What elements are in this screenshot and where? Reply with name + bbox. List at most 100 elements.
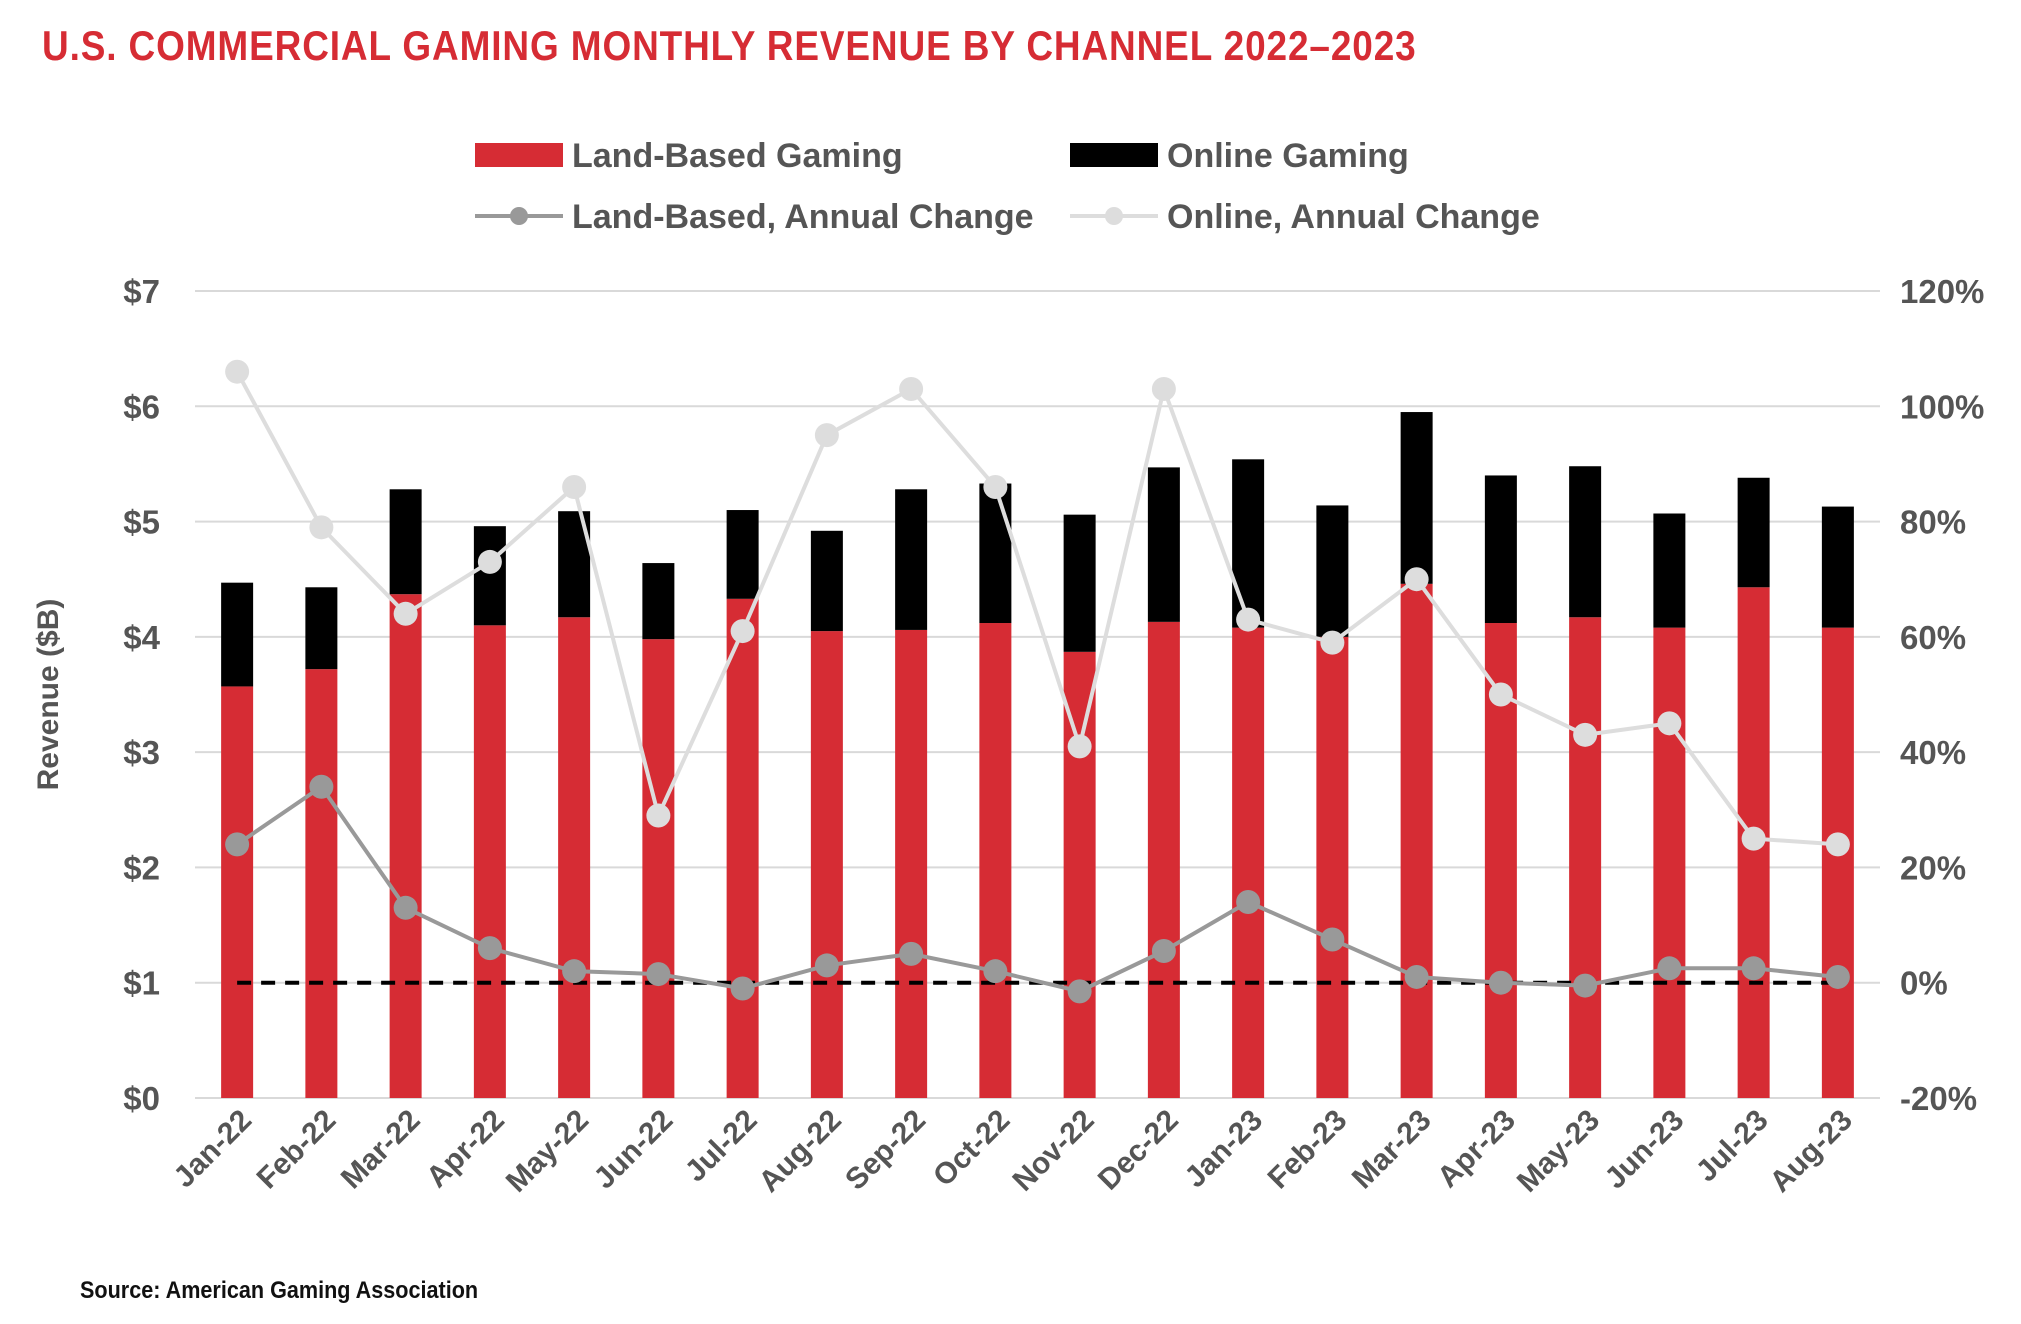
bar-land-based: [1232, 627, 1265, 1098]
point-online-change: [1488, 682, 1513, 707]
point-land-based-change: [899, 941, 924, 966]
x-tick-label: Jan-23: [1179, 1104, 1270, 1195]
bars: [221, 412, 1854, 1098]
y2-tick-label: 120%: [1900, 273, 1984, 310]
x-tick-label: Feb-22: [251, 1104, 343, 1196]
point-online-change: [983, 474, 1008, 499]
bar-online: [305, 587, 338, 670]
point-land-based-change: [225, 832, 250, 857]
bar-land-based: [305, 669, 338, 1098]
x-tick-label: Nov-22: [1006, 1104, 1100, 1198]
y-tick-label: $4: [123, 619, 160, 656]
chart-title: U.S. COMMERCIAL GAMING MONTHLY REVENUE B…: [42, 22, 1417, 69]
point-online-change: [1741, 826, 1766, 851]
bar-online: [221, 582, 254, 687]
point-land-based-change: [983, 959, 1008, 984]
bar-online: [473, 526, 506, 626]
point-land-based-change: [562, 959, 587, 984]
source-note: Source: American Gaming Association: [80, 1277, 479, 1304]
point-online-change: [393, 601, 418, 626]
x-tick-label: Jul-23: [1690, 1104, 1775, 1189]
point-online-change: [1825, 832, 1850, 857]
bar-online: [1316, 505, 1349, 637]
bar-online: [979, 483, 1012, 624]
legend-marker: [1105, 207, 1123, 225]
y2-tick-label: 20%: [1900, 849, 1966, 886]
bar-land-based: [1147, 621, 1180, 1098]
bar-land-based: [1821, 627, 1854, 1098]
bar-land-based: [895, 629, 928, 1098]
x-tick-label: Apr-23: [1431, 1104, 1522, 1195]
x-tick-label: Feb-23: [1262, 1104, 1354, 1196]
bar-online: [1821, 506, 1854, 628]
point-online-change: [225, 359, 250, 384]
legend-label: Online Gaming: [1167, 137, 1409, 175]
bar-land-based: [642, 639, 675, 1098]
y2-tick-label: 0%: [1900, 965, 1948, 1002]
bar-online: [1232, 459, 1265, 628]
bar-land-based: [558, 617, 591, 1098]
x-tick-label: May-23: [1511, 1104, 1606, 1199]
bar-land-based: [389, 594, 422, 1098]
y-tick-label: $5: [123, 504, 160, 541]
bar-land-based: [810, 631, 843, 1098]
point-online-change: [1151, 376, 1176, 401]
y-tick-label: $2: [123, 849, 160, 886]
point-online-change: [1067, 734, 1092, 759]
x-tick-label: Oct-22: [927, 1104, 1016, 1193]
bar-land-based: [1569, 617, 1602, 1098]
y2-tick-label: 60%: [1900, 619, 1966, 656]
point-land-based-change: [309, 774, 334, 799]
bar-online: [389, 489, 422, 595]
point-land-based-change: [1657, 956, 1682, 981]
bar-land-based: [1653, 627, 1686, 1098]
point-online-change: [1573, 722, 1598, 747]
point-land-based-change: [1151, 939, 1176, 964]
x-tick-label: Jan-22: [168, 1104, 259, 1195]
bar-online: [810, 530, 843, 632]
legend-marker: [510, 207, 528, 225]
y-tick-label: $0: [123, 1080, 160, 1117]
point-land-based-change: [1320, 927, 1345, 952]
bar-land-based: [1400, 583, 1433, 1098]
legend-label: Land-Based, Annual Change: [572, 198, 1034, 236]
bar-online: [895, 489, 928, 630]
bar-online: [726, 510, 759, 599]
x-tick-label: Dec-22: [1092, 1104, 1185, 1197]
x-tick-label: Aug-23: [1764, 1104, 1859, 1199]
bar-land-based: [1063, 651, 1096, 1098]
point-land-based-change: [1404, 964, 1429, 989]
y-tick-label: $3: [123, 734, 160, 771]
point-land-based-change: [730, 976, 755, 1001]
legend-label: Online, Annual Change: [1167, 198, 1540, 236]
point-land-based-change: [1067, 979, 1092, 1004]
bar-online: [1653, 513, 1686, 628]
x-tick-label: Apr-22: [420, 1104, 511, 1195]
bar-land-based: [1316, 636, 1349, 1098]
point-online-change: [477, 549, 502, 574]
y-tick-label: $7: [123, 273, 160, 310]
bar-land-based: [726, 598, 759, 1098]
legend-swatch: [1070, 143, 1158, 167]
point-online-change: [1236, 607, 1261, 632]
point-land-based-change: [646, 962, 671, 987]
y2-tick-label: 100%: [1900, 388, 1984, 425]
point-land-based-change: [1573, 973, 1598, 998]
point-land-based-change: [1488, 970, 1513, 995]
legend-swatch: [475, 143, 563, 167]
line-online-change: [235, 370, 1839, 847]
lines: [225, 359, 1850, 1004]
line-land-based-change: [235, 783, 1839, 994]
y2-tick-label: 40%: [1900, 734, 1966, 771]
point-online-change: [899, 376, 924, 401]
bar-online: [1400, 412, 1433, 584]
point-online-change: [1657, 711, 1682, 736]
bar-online: [1147, 467, 1180, 622]
x-tick-label: Mar-22: [335, 1104, 427, 1196]
bar-online: [1063, 514, 1096, 652]
legend: Land-Based Gaming Online Gaming Land-Based…: [475, 137, 1540, 236]
y-axis-label: Revenue ($B): [32, 599, 65, 791]
x-tick-label: Mar-23: [1346, 1104, 1438, 1196]
point-online-change: [309, 515, 334, 540]
